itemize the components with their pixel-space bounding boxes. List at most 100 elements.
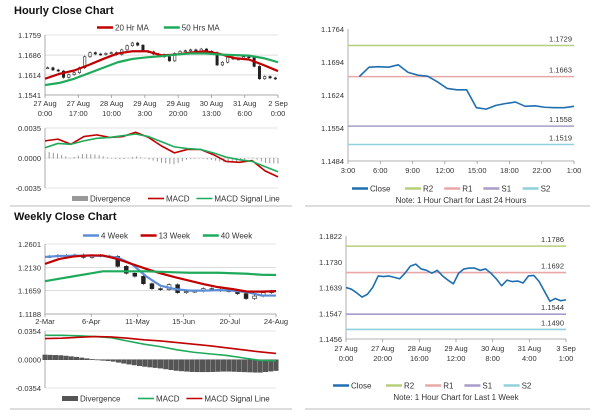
divergence-bar bbox=[111, 158, 113, 159]
divergence-bar bbox=[86, 153, 88, 159]
divergence-bar bbox=[163, 359, 169, 370]
divergence-bar bbox=[110, 359, 116, 362]
ma-line-1 bbox=[44, 52, 279, 87]
y-tick-label: -0.0354 bbox=[16, 384, 41, 393]
level-label-s2: 1.1519 bbox=[549, 134, 572, 143]
level-label-r1: 1.1663 bbox=[549, 66, 572, 75]
r1-legend-label: R1 bbox=[443, 382, 454, 391]
divergence-bar bbox=[190, 158, 192, 160]
x-tick-label: 29 Aug bbox=[166, 99, 189, 108]
close-line bbox=[358, 64, 575, 110]
y-tick-label: 1.1659 bbox=[18, 287, 41, 296]
divergence-bar bbox=[84, 358, 90, 360]
wma0-legend-label: 4 Week bbox=[101, 232, 129, 241]
x-tick-label: 2 Sep bbox=[268, 99, 288, 108]
x-tick-label: 29 Aug bbox=[133, 99, 156, 108]
divergence-bar bbox=[252, 359, 258, 373]
divergence-bar bbox=[144, 158, 146, 159]
divergence-bar bbox=[260, 158, 262, 162]
divergence-bar bbox=[52, 152, 54, 159]
divergence-bar bbox=[252, 157, 254, 159]
divergence-bar bbox=[74, 356, 79, 360]
x-tick-label: 12:00 bbox=[435, 166, 454, 175]
candle bbox=[93, 52, 97, 55]
x-tick-label: 2-Mar bbox=[35, 317, 55, 326]
divergence-bar bbox=[221, 359, 226, 372]
divergence-bar bbox=[161, 158, 162, 163]
divergence-legend-swatch bbox=[72, 196, 88, 201]
divergence-bar bbox=[140, 157, 142, 159]
divergence-bar bbox=[242, 359, 247, 373]
divergence-bar bbox=[68, 356, 74, 360]
candle bbox=[173, 53, 177, 62]
s1-legend-label: S1 bbox=[501, 185, 511, 194]
divergence-bar bbox=[269, 158, 271, 164]
divergence-bar bbox=[77, 155, 79, 159]
y-tick-label: 1.1624 bbox=[321, 91, 344, 100]
divergence-bar bbox=[206, 158, 208, 160]
divergence-bar bbox=[257, 359, 263, 373]
level-label-s1: 1.1558 bbox=[549, 115, 572, 124]
y-tick-label: 1.1614 bbox=[18, 71, 41, 80]
x-tick-label: 27 Aug bbox=[33, 99, 56, 108]
x-tick-label: 27 Aug bbox=[371, 344, 394, 353]
y-tick-label: 1.1554 bbox=[321, 124, 344, 133]
divergence-bar bbox=[126, 359, 132, 365]
divergence-bar bbox=[202, 158, 204, 159]
x-tick-label: 3 Sep bbox=[556, 344, 576, 353]
y-tick-label: 1.2130 bbox=[18, 263, 41, 272]
divergence-bar bbox=[121, 359, 127, 364]
x-tick-label: 27 Aug bbox=[334, 344, 357, 353]
x-tick-label: 8:00 bbox=[485, 354, 500, 363]
close-legend-label: Close bbox=[370, 185, 391, 194]
signal-legend-label: MACD Signal Line bbox=[214, 195, 280, 204]
s1-legend-label: S1 bbox=[482, 382, 492, 391]
candle bbox=[132, 272, 138, 277]
divergence-bar bbox=[142, 359, 148, 367]
divergence-bar bbox=[268, 359, 274, 372]
divergence-bar bbox=[152, 359, 158, 368]
divergence-bar bbox=[194, 359, 200, 373]
divergence-bar bbox=[173, 158, 175, 165]
x-tick-label: 24-Aug bbox=[264, 317, 288, 326]
divergence-bar bbox=[105, 359, 111, 361]
x-tick-label: 12:00 bbox=[447, 354, 466, 363]
x-tick-label: 10:00 bbox=[102, 109, 121, 118]
candle bbox=[189, 49, 193, 52]
y-tick-label: 1.1730 bbox=[319, 258, 342, 267]
divergence-bar bbox=[173, 359, 179, 371]
divergence-bar bbox=[42, 354, 48, 360]
divergence-bar bbox=[131, 156, 133, 159]
y-tick-label: 1.1694 bbox=[321, 58, 344, 67]
divergence-bar bbox=[210, 359, 216, 372]
candle bbox=[115, 256, 120, 267]
x-tick-label: 29 Aug bbox=[444, 344, 467, 353]
divergence-bar bbox=[44, 151, 46, 159]
candle bbox=[125, 45, 129, 51]
divergence-bar bbox=[277, 158, 279, 164]
divergence-bar bbox=[227, 158, 229, 163]
macd-series-macd bbox=[45, 334, 277, 362]
divergence-bar bbox=[58, 355, 64, 360]
divergence-bar bbox=[79, 357, 85, 360]
x-tick-label: 28 Aug bbox=[408, 344, 431, 353]
x-tick-label: 31 Aug bbox=[233, 99, 256, 108]
r1-legend-label: R1 bbox=[462, 185, 473, 194]
divergence-bar bbox=[226, 359, 232, 372]
y-tick-label: 1.1639 bbox=[319, 284, 342, 293]
divergence-bar bbox=[215, 158, 217, 161]
divergence-bar bbox=[194, 158, 196, 159]
candle bbox=[226, 56, 230, 63]
divergence-legend-label: Divergence bbox=[80, 395, 121, 404]
x-tick-label: 9:00 bbox=[405, 166, 420, 175]
divergence-bar bbox=[115, 158, 117, 159]
ma0-legend-label: 20 Hr MA bbox=[115, 24, 149, 33]
divergence-bar bbox=[90, 154, 92, 159]
divergence-bar bbox=[123, 158, 125, 160]
x-tick-label: 11-May bbox=[125, 317, 150, 326]
divergence-bar bbox=[181, 158, 183, 162]
divergence-bar bbox=[106, 157, 108, 159]
divergence-bar bbox=[263, 359, 268, 373]
divergence-bar bbox=[158, 359, 163, 369]
x-tick-label: 20:00 bbox=[373, 354, 392, 363]
